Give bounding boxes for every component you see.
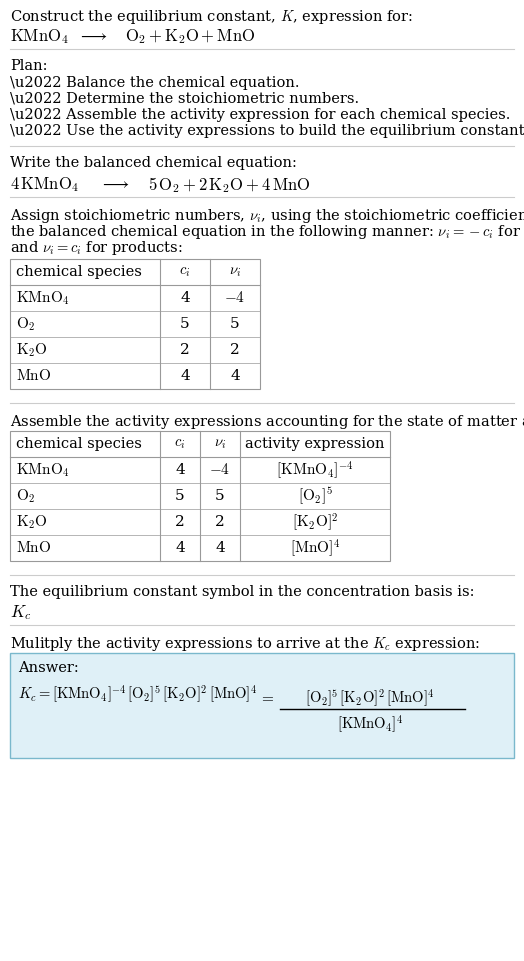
Text: $=$: $=$: [259, 690, 275, 704]
Text: $\mathrm{KMnO_4}$: $\mathrm{KMnO_4}$: [16, 461, 70, 479]
Text: $\mathrm{MnO}$: $\mathrm{MnO}$: [16, 540, 51, 555]
Text: 2: 2: [175, 515, 185, 529]
Text: $\mathrm{KMnO_4}$: $\mathrm{KMnO_4}$: [10, 27, 69, 46]
Text: $\mathrm{K_2O}$: $\mathrm{K_2O}$: [16, 341, 48, 358]
Text: $[\mathrm{KMnO_4}]^{4}$: $[\mathrm{KMnO_4}]^{4}$: [337, 713, 403, 734]
Text: $\mathrm{KMnO_4}$: $\mathrm{KMnO_4}$: [16, 289, 70, 307]
Text: 4: 4: [230, 369, 240, 383]
FancyBboxPatch shape: [10, 653, 514, 758]
Text: 5: 5: [230, 317, 240, 331]
Text: Assemble the activity expressions accounting for the state of matter and $\nu_i$: Assemble the activity expressions accoun…: [10, 413, 524, 431]
Text: $[\mathrm{K_2O}]^{2}$: $[\mathrm{K_2O}]^{2}$: [292, 511, 339, 533]
Text: 2: 2: [215, 515, 225, 529]
Text: $\mathrm{K_2O}$: $\mathrm{K_2O}$: [16, 513, 48, 530]
Text: $4\,\mathrm{KMnO_4}$: $4\,\mathrm{KMnO_4}$: [10, 175, 80, 194]
Text: $[\mathrm{KMnO_4}]^{-4}$: $[\mathrm{KMnO_4}]^{-4}$: [276, 459, 354, 480]
Text: 2: 2: [230, 343, 240, 357]
Text: $-4$: $-4$: [224, 290, 246, 306]
Text: $\longrightarrow$: $\longrightarrow$: [100, 175, 130, 192]
Text: 5: 5: [175, 489, 185, 503]
Text: 4: 4: [175, 541, 185, 555]
Text: activity expression: activity expression: [245, 437, 385, 451]
Text: $\nu_i$: $\nu_i$: [229, 265, 241, 279]
Text: $5\,\mathrm{O_2} + 2\,\mathrm{K_2O} + 4\,\mathrm{MnO}$: $5\,\mathrm{O_2} + 2\,\mathrm{K_2O} + 4\…: [148, 175, 311, 195]
Text: \u2022 Determine the stoichiometric numbers.: \u2022 Determine the stoichiometric numb…: [10, 92, 359, 106]
Text: Construct the equilibrium constant, $K$, expression for:: Construct the equilibrium constant, $K$,…: [10, 8, 413, 26]
Text: $\mathrm{O_2}$: $\mathrm{O_2}$: [16, 487, 35, 505]
Text: 5: 5: [180, 317, 190, 331]
Text: $[\mathrm{O_2}]^{5}\,[\mathrm{K_2O}]^{2}\,[\mathrm{MnO}]^{4}$: $[\mathrm{O_2}]^{5}\,[\mathrm{K_2O}]^{2}…: [305, 687, 435, 708]
Text: \u2022 Use the activity expressions to build the equilibrium constant expression: \u2022 Use the activity expressions to b…: [10, 124, 524, 138]
Text: $K_c$: $K_c$: [10, 603, 31, 622]
Text: Write the balanced chemical equation:: Write the balanced chemical equation:: [10, 156, 297, 170]
Text: $[\mathrm{MnO}]^{4}$: $[\mathrm{MnO}]^{4}$: [290, 537, 340, 559]
Text: chemical species: chemical species: [16, 265, 142, 279]
Text: 2: 2: [180, 343, 190, 357]
Text: 4: 4: [180, 291, 190, 305]
Text: \u2022 Balance the chemical equation.: \u2022 Balance the chemical equation.: [10, 76, 300, 90]
Text: 5: 5: [215, 489, 225, 503]
Text: chemical species: chemical species: [16, 437, 142, 451]
Text: Assign stoichiometric numbers, $\nu_i$, using the stoichiometric coefficients, $: Assign stoichiometric numbers, $\nu_i$, …: [10, 207, 524, 225]
Text: $\longrightarrow$: $\longrightarrow$: [78, 27, 108, 44]
FancyBboxPatch shape: [10, 431, 390, 561]
Text: $-4$: $-4$: [210, 462, 231, 478]
FancyBboxPatch shape: [10, 259, 260, 389]
Text: $\mathrm{O_2}$: $\mathrm{O_2}$: [16, 315, 35, 333]
Text: $[\mathrm{O_2}]^{5}$: $[\mathrm{O_2}]^{5}$: [298, 485, 332, 506]
Text: $\nu_i$: $\nu_i$: [214, 437, 226, 451]
Text: $K_c = [\mathrm{KMnO_4}]^{-4}\,[\mathrm{O_2}]^{5}\,[\mathrm{K_2O}]^{2}\,[\mathrm: $K_c = [\mathrm{KMnO_4}]^{-4}\,[\mathrm{…: [18, 683, 257, 704]
Text: \u2022 Assemble the activity expression for each chemical species.: \u2022 Assemble the activity expression …: [10, 108, 510, 122]
Text: 4: 4: [175, 463, 185, 477]
Text: and $\nu_i = c_i$ for products:: and $\nu_i = c_i$ for products:: [10, 239, 182, 257]
Text: $c_i$: $c_i$: [179, 265, 191, 279]
Text: 4: 4: [180, 369, 190, 383]
Text: Mulitply the activity expressions to arrive at the $K_c$ expression:: Mulitply the activity expressions to arr…: [10, 635, 480, 653]
Text: Answer:: Answer:: [18, 661, 79, 675]
Text: The equilibrium constant symbol in the concentration basis is:: The equilibrium constant symbol in the c…: [10, 585, 475, 599]
Text: $\mathrm{MnO}$: $\mathrm{MnO}$: [16, 368, 51, 383]
Text: 4: 4: [215, 541, 225, 555]
Text: the balanced chemical equation in the following manner: $\nu_i = -c_i$ for react: the balanced chemical equation in the fo…: [10, 223, 524, 241]
Text: Plan:: Plan:: [10, 59, 48, 73]
Text: $\mathrm{O_2 + K_2O + MnO}$: $\mathrm{O_2 + K_2O + MnO}$: [125, 27, 255, 46]
Text: $c_i$: $c_i$: [174, 437, 185, 451]
